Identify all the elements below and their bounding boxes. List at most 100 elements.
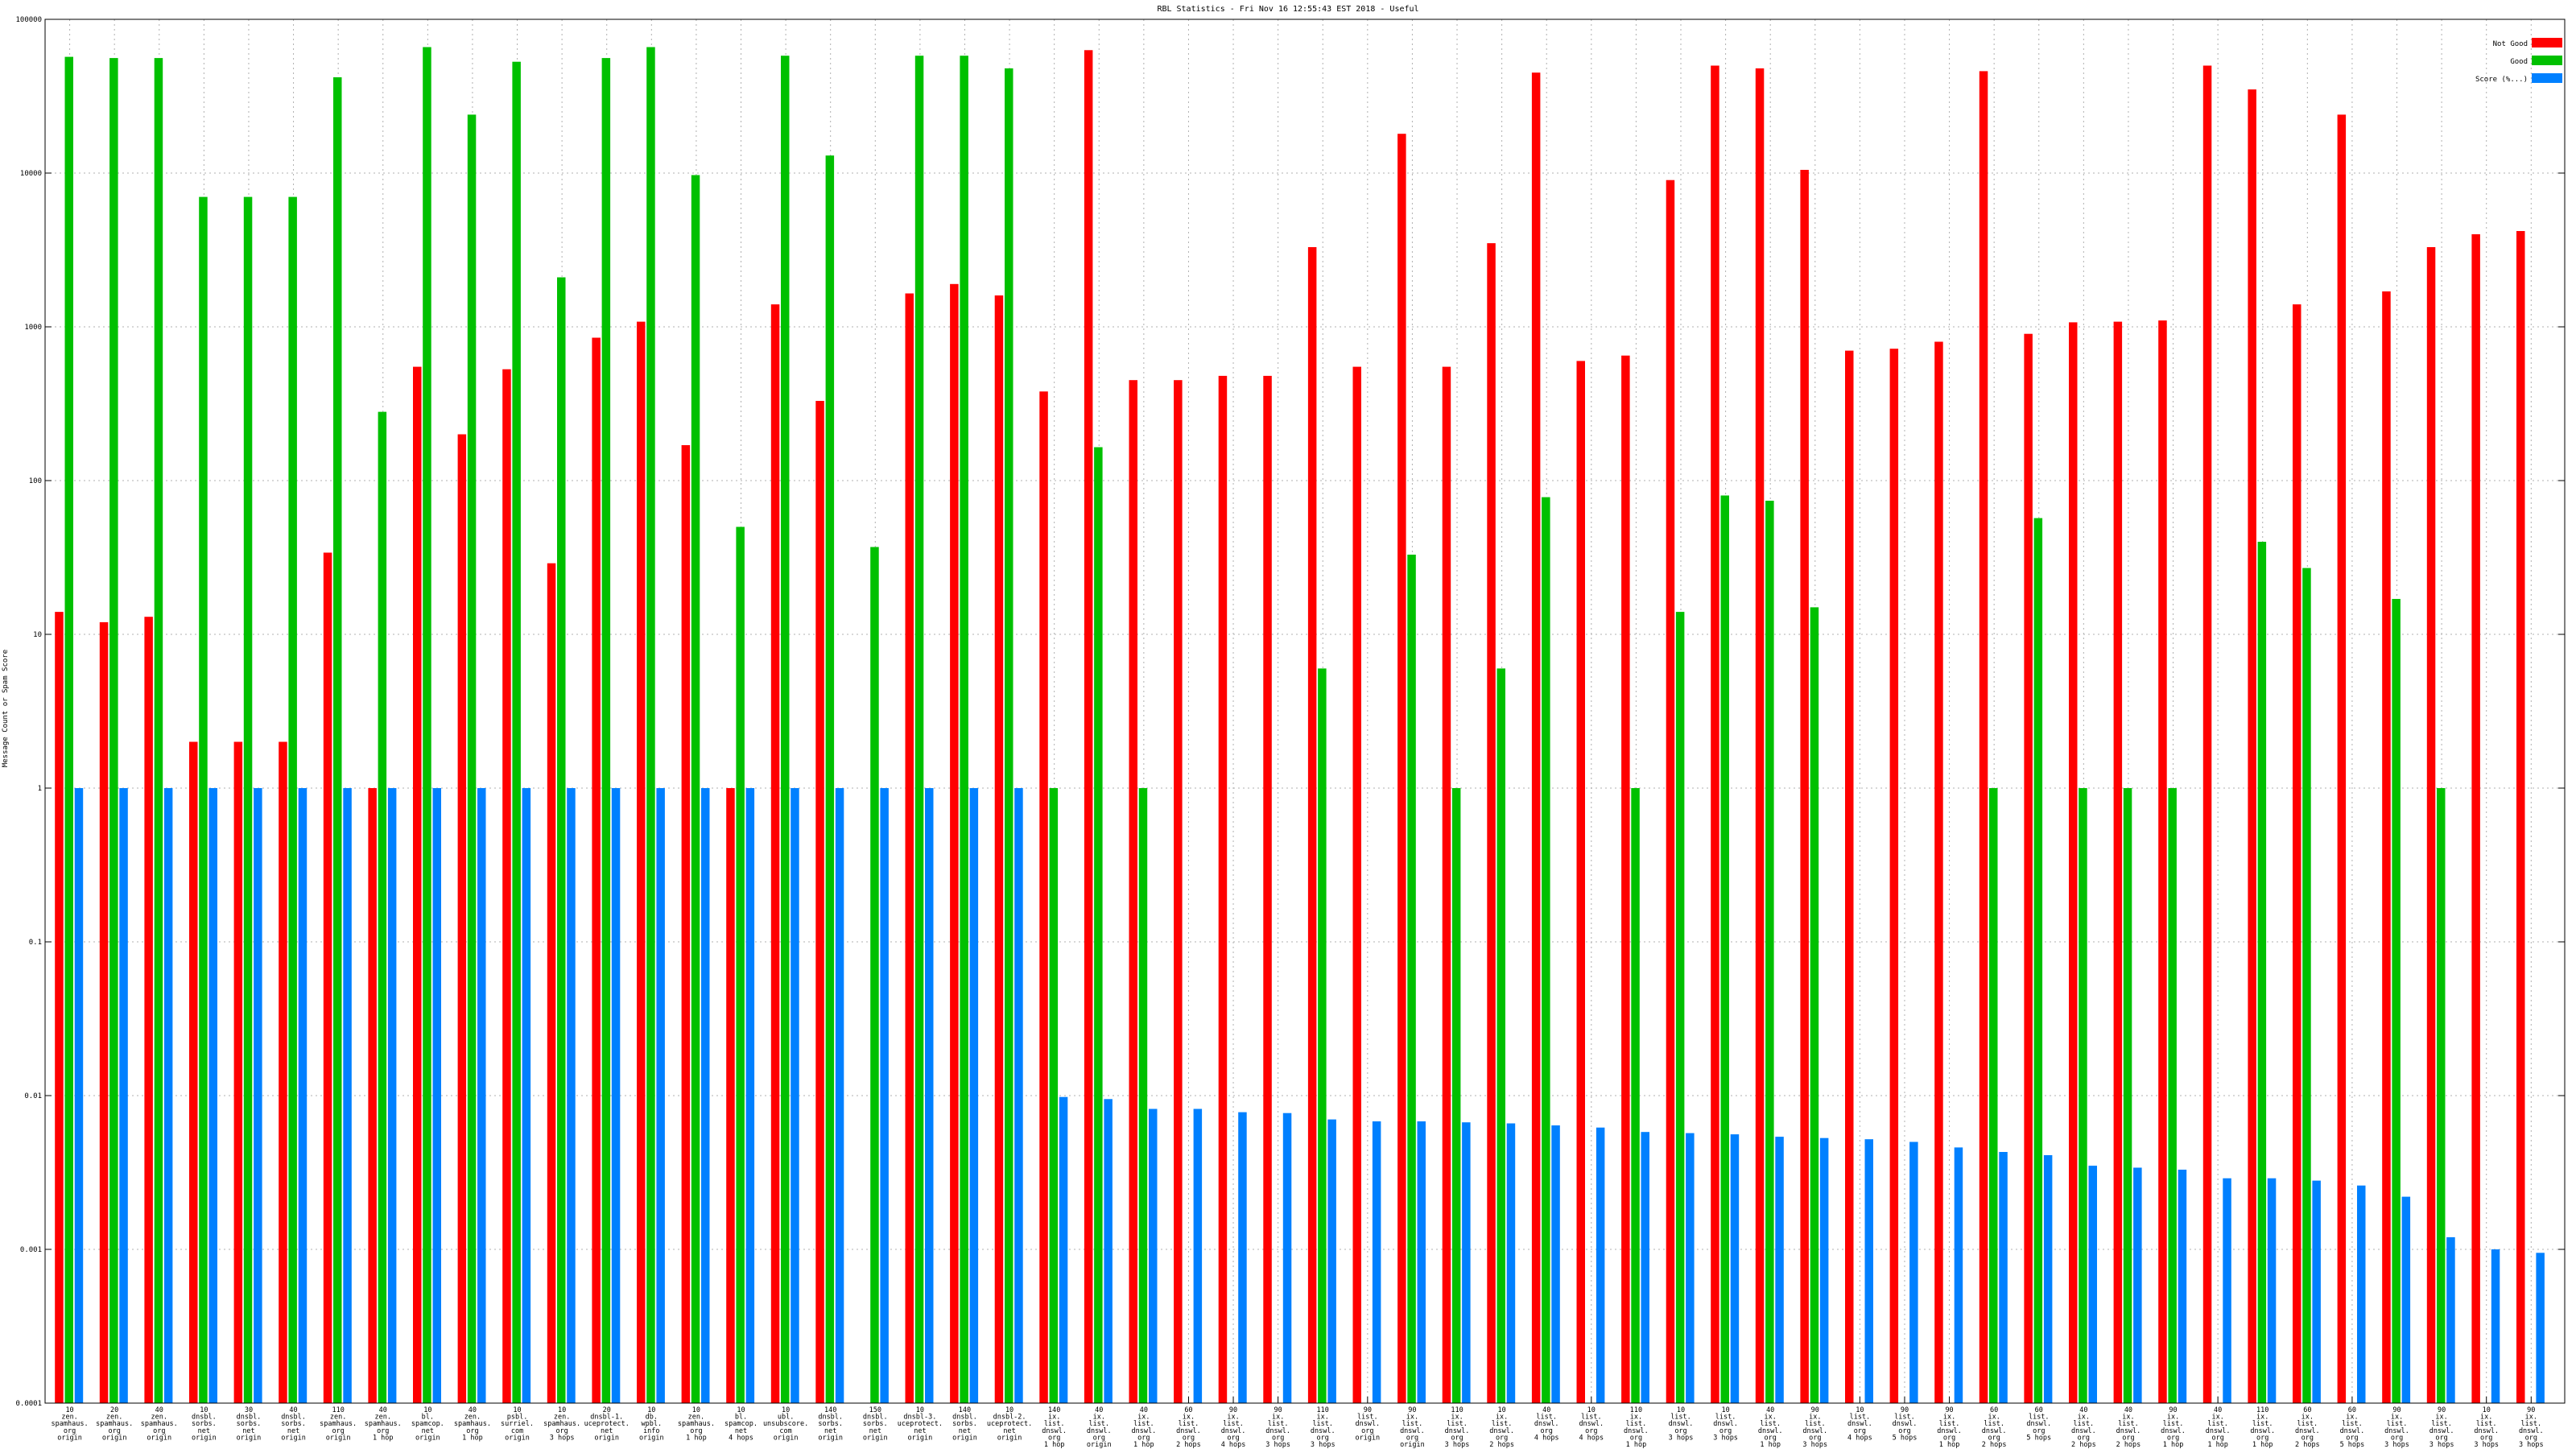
ham-bar	[1496, 668, 1505, 1403]
spam-bar	[1307, 247, 1317, 1403]
score-bar	[2446, 1236, 2455, 1403]
x-tick-label-line: net	[869, 1427, 881, 1435]
x-tick-label-line: 1 hop	[1626, 1441, 1647, 1449]
ham-bar	[109, 58, 118, 1404]
x-tick-label: 10 list. dnswl. org 4 hops	[1579, 1406, 1604, 1442]
x-tick-label-line: dnswl.	[1579, 1420, 1604, 1428]
x-tick-label-line: list.	[1536, 1414, 1557, 1422]
x-tick-label-line: ix.	[2167, 1414, 2179, 1422]
x-tick-label-line: origin	[908, 1434, 933, 1442]
spam-bar	[1845, 350, 1854, 1404]
x-tick-label-line: 90	[1811, 1406, 1819, 1414]
x-tick-label-line: list.	[1581, 1414, 1602, 1422]
score-bar	[1819, 1137, 1829, 1403]
spam-bar	[2248, 89, 2256, 1404]
x-tick-label-line: 1 hop	[1044, 1441, 1065, 1449]
x-tick-label-line: 40	[1140, 1406, 1148, 1414]
x-tick-label-line: sorbs.	[281, 1420, 306, 1428]
x-tick-label-line: org	[377, 1427, 389, 1435]
x-tick-label-line: org	[2435, 1434, 2447, 1442]
x-tick-label-line: zen.	[464, 1414, 481, 1422]
y-axis-label: Message Count or Spam Score	[2, 650, 10, 767]
legend-label: Good	[2510, 58, 2528, 66]
x-tick-label: 40 ix. list. dnswl. org 1 hop	[1131, 1406, 1156, 1449]
spam-bar	[2158, 320, 2167, 1404]
x-tick-label-line: sorbs.	[863, 1420, 888, 1428]
x-tick-label-line: list.	[2431, 1420, 2452, 1428]
x-tick-label-line: origin	[147, 1434, 171, 1442]
x-tick-label-line: spamhaus.	[678, 1420, 715, 1428]
spam-bar	[2024, 333, 2033, 1404]
x-tick-label-line: 3 hops	[550, 1434, 575, 1442]
score-bar	[1775, 1137, 1784, 1403]
spam-bar	[905, 293, 914, 1403]
spam-bar	[726, 788, 735, 1403]
x-tick-label-line: dnsbl-3.	[903, 1414, 936, 1422]
x-tick-label: 140 dnsbl. sorbs. net origin	[952, 1406, 977, 1442]
score-bar	[163, 788, 173, 1403]
score-bar	[1014, 788, 1023, 1403]
x-tick-label-line: ix.	[2480, 1414, 2492, 1422]
x-tick-label-line: dnsbl.	[863, 1414, 888, 1422]
x-tick-label-line: origin	[1400, 1441, 1425, 1449]
x-tick-label-line: origin	[774, 1434, 799, 1442]
x-tick-label-line: list.	[1133, 1420, 1154, 1428]
score-bar	[880, 788, 889, 1403]
x-tick-label-line: uceprotect.	[584, 1420, 630, 1428]
x-tick-label-line: dnswl.	[1176, 1427, 1201, 1435]
x-tick-label-line: list.	[1044, 1420, 1065, 1428]
x-tick-label: 10 bl. spamcop. net 4 hops	[724, 1406, 758, 1442]
x-tick-label-line: list.	[1492, 1420, 1513, 1428]
spam-bar	[1039, 391, 1048, 1403]
x-tick-label-line: org	[1496, 1434, 1508, 1442]
x-tick-label-line: ix.	[1137, 1414, 1150, 1422]
x-tick-label-line: list.	[2207, 1420, 2228, 1428]
x-tick-label-line: origin	[594, 1434, 619, 1442]
score-bar	[2178, 1170, 2187, 1403]
ham-bar	[1675, 612, 1685, 1403]
spam-bar	[2113, 321, 2123, 1404]
spam-bar	[2382, 291, 2391, 1403]
score-bar	[1327, 1119, 1336, 1403]
score-bar	[1730, 1134, 1740, 1403]
ham-bar	[781, 56, 790, 1404]
x-tick-label-line: zen.	[106, 1414, 122, 1422]
ham-bar	[1451, 788, 1461, 1403]
ham-bar	[2302, 568, 2311, 1403]
x-tick-label-line: 10	[737, 1406, 745, 1414]
spam-bar	[592, 337, 601, 1403]
x-tick-label: 10 zen. spamhaus. org 1 hop	[678, 1406, 715, 1442]
spam-bar	[55, 612, 64, 1403]
x-tick-label-line: 60	[2348, 1406, 2356, 1414]
x-tick-label-line: db.	[646, 1414, 658, 1422]
x-tick-label-line: origin	[863, 1434, 888, 1442]
x-tick-label-line: 2 hops	[1489, 1441, 1514, 1449]
x-tick-label-line: dnsbl-1.	[590, 1414, 623, 1422]
x-tick-label-line: org	[332, 1427, 344, 1435]
x-tick-label-line: ix.	[1496, 1414, 1508, 1422]
x-tick-label-line: dnswl.	[1265, 1427, 1290, 1435]
x-tick-label-line: 10	[2483, 1406, 2491, 1414]
x-tick-label-line: dnswl.	[1713, 1420, 1738, 1428]
x-tick-label-line: org	[690, 1427, 702, 1435]
x-tick-label-line: 10	[1856, 1406, 1864, 1414]
y-tick-label: 1000	[24, 324, 42, 332]
x-tick-label-line: org	[1541, 1427, 1553, 1435]
x-tick-label-line: org	[1048, 1434, 1060, 1442]
x-tick-label-line: list.	[1179, 1420, 1199, 1428]
x-tick-label-line: dnswl.	[1624, 1427, 1649, 1435]
x-tick-label-line: 90	[1229, 1406, 1237, 1414]
ham-bar	[199, 196, 208, 1404]
x-tick-label-line: org	[2480, 1434, 2492, 1442]
x-tick-label-line: 1 hop	[373, 1434, 394, 1442]
x-tick-label-line: org	[1361, 1427, 1373, 1435]
x-tick-label-line: ix.	[1093, 1414, 1105, 1422]
score-bar	[2401, 1196, 2411, 1403]
x-tick-label: 10 zen. spamhaus. org origin	[52, 1406, 89, 1442]
x-tick-label-line: dnswl.	[1489, 1427, 1514, 1435]
x-tick-label-line: dnswl.	[1982, 1427, 2007, 1435]
x-tick-label-line: surriel.	[501, 1420, 534, 1428]
x-tick-label-line: info	[643, 1427, 659, 1435]
x-tick-label-line: org	[2256, 1434, 2268, 1442]
x-tick-label-line: org	[2525, 1434, 2537, 1442]
